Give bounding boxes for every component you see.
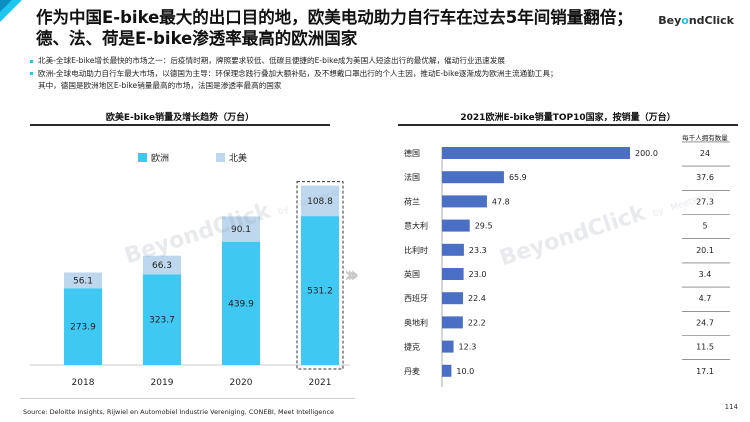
country-bar [442,147,630,159]
bar-north-america-2021 [301,185,339,217]
bar-north-america-2020 [222,216,260,242]
country-bar [442,171,504,184]
label-north-america-2019: 66.3 [152,261,172,271]
label-europe-2020: 439.9 [228,299,254,309]
country-label: 法国 [404,172,420,182]
country-bar [442,340,454,353]
highlight-box-2021 [296,181,344,370]
left-chart-title: 欧美E-bike销量及增长趋势（万台） [105,113,255,123]
country-bar [442,243,464,256]
x-tick-2021: 2021 [309,378,332,388]
country-bar [442,268,464,280]
per-thousand-value: 37.6 [696,173,714,182]
bullet-north-america: 北美-全球E-bike增长最快的市场之一：后疫情时期，牌照要求较低、低碳且便捷的… [30,55,730,68]
country-value-label: 200.0 [635,149,658,158]
x-tick-2019: 2019 [151,378,174,388]
page-title: 作为中国E-bike最大的出口目的地，欧美电动助力自行车在过去5年间销量翻倍；德… [36,8,633,48]
country-label: 西班牙 [404,293,428,303]
label-europe-2019: 323.7 [149,316,175,326]
per-thousand-header: 每千人拥有数量 [682,133,728,142]
per-thousand-value: 3.4 [699,270,712,279]
legend-label-europe: 欧洲 [151,152,169,164]
per-thousand-value: 24 [700,149,710,158]
bar-europe-2020 [222,241,260,365]
source-note: Source: Deloitte Insights, Rijwiel en Au… [23,408,335,416]
country-value-label: 65.9 [509,173,527,182]
per-thousand-value: 27.3 [696,197,714,206]
country-bar [442,364,452,377]
country-bar [442,219,470,232]
country-bar [442,292,464,305]
bar-europe-2018 [64,288,102,365]
stacked-bar-chart: 欧洲 北美 273.9 56.1 2018 323.7 66.3 2019 439.9 90.1 2… [30,152,350,388]
per-thousand-value: 11.5 [696,343,714,352]
bar-north-america-2018 [64,272,102,289]
bullet-europe-continued: 其中，德国是欧洲地区E-bike销量最高的市场，法国是渗透率最高的国家 [38,81,282,90]
country-label: 奥地利 [404,317,428,327]
left-title-underline [30,124,330,126]
label-europe-2018: 273.9 [70,323,96,333]
label-north-america-2018: 56.1 [73,276,93,286]
country-value-label: 10.0 [456,367,474,376]
country-value-label: 29.5 [475,222,493,231]
chevron-arrows-icon: ››› [344,263,359,288]
right-title-underline [398,124,738,126]
legend-swatch-europe [138,153,147,162]
bar-europe-2021 [301,216,339,365]
country-value-label: 22.2 [468,318,486,327]
label-europe-2021: 531.2 [307,287,333,297]
x-tick-2020: 2020 [230,378,253,388]
x-tick-2018: 2018 [72,378,95,388]
bullet-europe: 欧洲-全球电动助力自行车最大市场，以德国为主导：环保理念践行叠加大额补贴，及不想… [30,68,730,81]
page-number: 114 [724,403,738,411]
country-label: 比利时 [404,245,428,255]
country-label: 丹麦 [404,366,420,376]
bar-north-america-2019 [143,255,181,275]
label-north-america-2021: 108.8 [307,197,333,207]
country-label: 英国 [404,269,420,279]
bar-europe-2019 [143,274,181,365]
country-value-label: 23.3 [469,246,487,255]
per-thousand-value: 4.7 [699,294,712,303]
bullet-list: 北美-全球E-bike增长最快的市场之一：后疫情时期，牌照要求较低、低碳且便捷的… [30,55,730,93]
country-bar [442,195,487,208]
right-chart-title: 2021欧洲E-bike销量TOP10国家，按销量（万台） [460,113,676,123]
per-thousand-value: 17.1 [696,367,714,376]
country-label: 意大利 [404,221,428,231]
footer-divider [20,398,355,399]
corner-accent-inner [0,0,12,12]
country-value-label: 23.0 [469,270,487,279]
country-label: 荷兰 [404,196,420,206]
legend-swatch-north-america [216,153,225,162]
country-value-label: 22.4 [468,294,486,303]
per-thousand-value: 20.1 [696,246,714,255]
brand-logo: BeyondClick [658,14,734,27]
country-value-label: 47.8 [492,197,510,206]
country-label: 德国 [404,148,420,158]
per-thousand-value: 5 [702,222,707,231]
legend-label-north-america: 北美 [229,152,247,164]
per-thousand-value: 24.7 [696,318,714,327]
country-value-label: 12.3 [459,343,477,352]
country-label: 捷克 [404,342,420,352]
label-north-america-2020: 90.1 [231,225,251,235]
country-bar [442,316,463,329]
